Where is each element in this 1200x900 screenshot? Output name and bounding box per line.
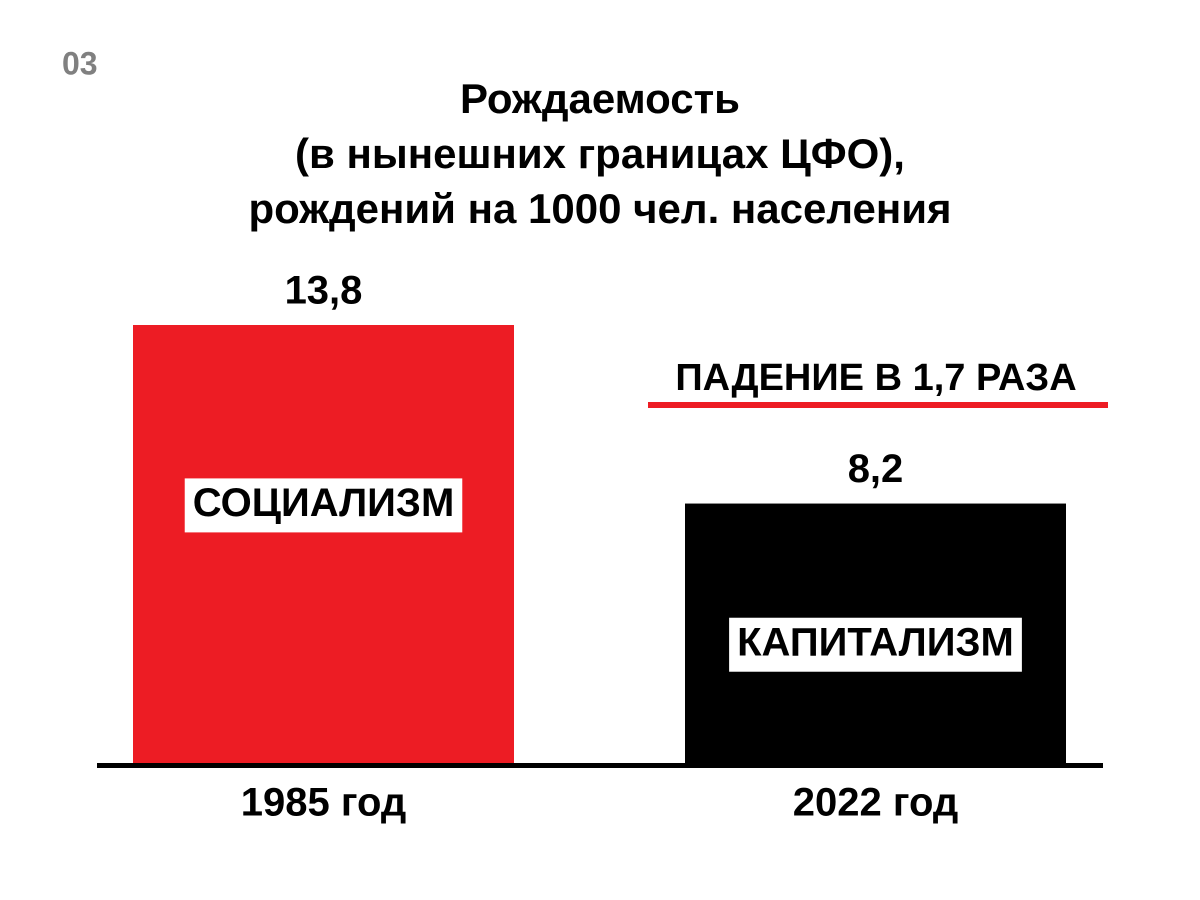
bar-label: КАПИТАЛИЗМ <box>737 620 1014 664</box>
annotation-underline <box>648 402 1108 408</box>
value-label: 13,8 <box>285 269 363 313</box>
bar-label: СОЦИАЛИЗМ <box>193 481 455 525</box>
chart-title: рождений на 1000 чел. населения <box>248 185 951 232</box>
bar-label-box <box>729 617 1022 672</box>
page-number: 03 <box>62 45 98 81</box>
x-tick-label: 2022 год <box>793 781 959 825</box>
baseline <box>97 763 1103 768</box>
annotation: ПАДЕНИЕ В 1,7 РАЗА <box>675 357 1076 399</box>
x-tick-label: 1985 год <box>241 781 407 825</box>
value-label: 8,2 <box>848 447 904 491</box>
chart-title: (в нынешних границах ЦФО), <box>295 130 905 177</box>
bar-label-box <box>184 478 463 533</box>
bar <box>133 325 514 765</box>
chart-title: Рождаемость <box>460 75 740 122</box>
